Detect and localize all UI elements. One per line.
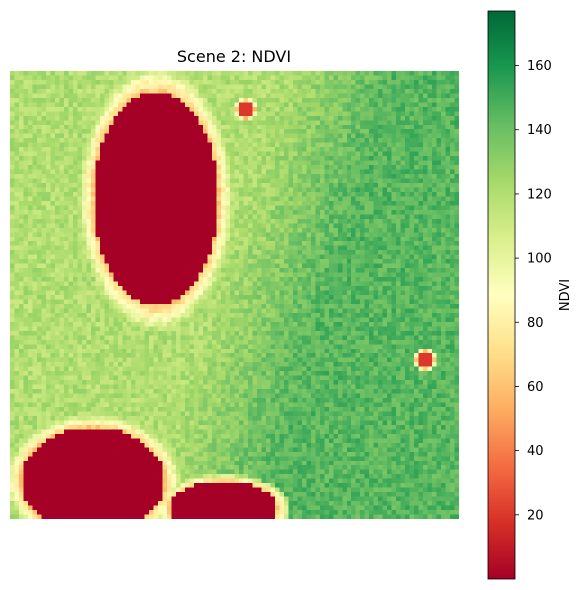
chart-title: Scene 2: NDVI [177,47,291,66]
colorbar-label: NDVI [558,279,573,311]
ndvi-heatmap [10,71,459,519]
colorbar-tick-label: 160 [527,59,552,74]
colorbar-tick-label: 120 [527,187,552,202]
heatmap-image [10,71,459,519]
colorbar-tick-label: 40 [527,444,544,459]
colorbar-tick-label: 80 [527,316,544,331]
colorbar-tick-label: 100 [527,252,552,267]
colorbar-tick-label: 20 [527,508,544,523]
colorbar-tick-label: 140 [527,123,552,138]
colorbar [487,10,516,580]
colorbar-ticks: 20 40 60 80 100 120 140 160 [515,59,552,523]
colorbar-tick-label: 60 [527,380,544,395]
